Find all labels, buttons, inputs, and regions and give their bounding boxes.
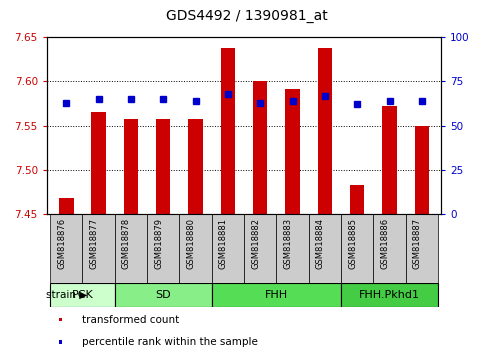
Bar (59, 340, 62, 343)
Bar (59, 318, 62, 321)
Bar (277, 214, 309, 283)
Bar (285, 89, 300, 214)
Text: GSM818879: GSM818879 (154, 218, 163, 269)
Text: GSM818886: GSM818886 (381, 218, 389, 269)
Text: FHH.Pkhd1: FHH.Pkhd1 (359, 290, 420, 300)
Text: GSM818883: GSM818883 (283, 218, 292, 269)
Bar (115, 283, 211, 307)
Bar (82, 214, 115, 283)
Text: GSM818877: GSM818877 (90, 218, 99, 269)
Text: percentile rank within the sample: percentile rank within the sample (82, 337, 258, 347)
Bar (341, 283, 438, 307)
Text: SD: SD (155, 290, 171, 300)
Bar (50, 214, 82, 283)
Text: GSM818876: GSM818876 (57, 218, 66, 269)
Bar (50, 283, 115, 307)
Bar (91, 112, 106, 214)
Text: GSM818881: GSM818881 (219, 218, 228, 269)
Bar (211, 283, 341, 307)
Bar (341, 214, 373, 283)
Bar (406, 214, 438, 283)
Bar (253, 81, 268, 214)
Text: FHH: FHH (265, 290, 288, 300)
Text: GDS4492 / 1390981_at: GDS4492 / 1390981_at (166, 9, 327, 23)
Text: PCK: PCK (71, 290, 93, 300)
Bar (317, 48, 332, 214)
Text: GSM818878: GSM818878 (122, 218, 131, 269)
Bar (147, 214, 179, 283)
Bar (382, 106, 397, 214)
Bar (179, 214, 211, 283)
Bar (211, 214, 244, 283)
Text: GSM818882: GSM818882 (251, 218, 260, 269)
Bar (350, 185, 364, 214)
Text: strain ▶: strain ▶ (46, 290, 87, 300)
Text: GSM818880: GSM818880 (186, 218, 196, 269)
Bar (188, 119, 203, 214)
Bar (373, 214, 406, 283)
Bar (220, 48, 235, 214)
Text: GSM818884: GSM818884 (316, 218, 325, 269)
Bar (244, 214, 277, 283)
Text: transformed count: transformed count (82, 315, 179, 325)
Bar (415, 126, 429, 214)
Bar (156, 119, 171, 214)
Bar (115, 214, 147, 283)
Bar (124, 119, 138, 214)
Bar (59, 198, 73, 214)
Text: GSM818885: GSM818885 (348, 218, 357, 269)
Text: GSM818887: GSM818887 (413, 218, 422, 269)
Bar (309, 214, 341, 283)
